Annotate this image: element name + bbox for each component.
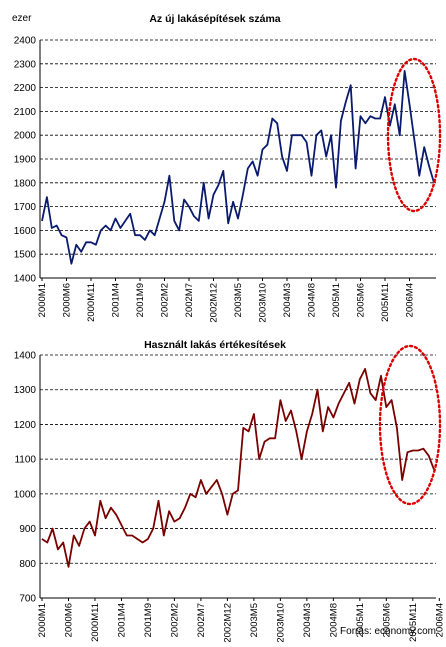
chart1-title: Az új lakásépítések száma [149,13,280,25]
chart-new-housing-starts: Az új lakásépítések száma ezer 1400 1500 1… [12,13,442,323]
series-line [41,367,435,568]
x-tick-label: 2002M7 [196,603,207,637]
x-tick-label: 2003M5 [249,603,260,637]
chart1-unit-label: ezer [12,13,32,24]
x-tick-label: 2003M10 [258,283,269,323]
x-tick-label: 2001M4 [116,603,127,637]
chart2-title: Használt lakás értékesítések [144,339,286,351]
x-tick-label: 2005M6 [381,603,392,637]
x-tick-label: 2001M4 [111,283,122,317]
x-tick-label: 2005M11 [380,283,391,322]
x-tick-label: 2004M8 [307,283,318,317]
y-tick-label: 800 [19,559,36,570]
y-tick-label: 1000 [14,489,37,500]
x-tick-label: 2006M4 [405,283,416,317]
x-tick-label: 2003M5 [233,283,244,317]
x-tick-label: 2000M6 [62,283,73,317]
x-tick-label: 2004M3 [282,283,293,317]
x-tick-label: 2000M6 [63,603,74,637]
y-tick-label: 2400 [14,36,37,47]
y-tick-label: 700 [19,594,36,605]
x-tick-label: 2003M10 [275,603,286,643]
chart-existing-home-sales: Használt lakás értékesítések 700 800 900 10… [14,339,446,643]
x-tick-label: 2000M1 [37,283,48,317]
x-tick-label: 2001M9 [135,283,146,317]
x-tick-label: 2006M4 [434,603,445,637]
x-tick-label: 2004M3 [302,603,313,637]
x-tick-label: 2005M11 [408,603,419,642]
x-tick-label: 2002M12 [209,283,220,323]
x-tick-label: 2002M12 [222,603,233,643]
y-tick-label: 1200 [14,420,37,431]
x-tick-label: 2000M11 [90,603,101,642]
x-tick-label: 2002M7 [184,283,195,317]
y-tick-label: 1100 [14,455,36,466]
x-tick-label: 2005M1 [355,603,366,637]
y-tick-label: 1500 [14,250,37,261]
highlight-ellipse [386,57,442,213]
y-tick-label: 1700 [14,202,37,213]
y-tick-label: 2200 [14,83,37,94]
source-credit: Forrás: economy.com [340,626,436,637]
y-tick-label: 2300 [14,59,37,70]
series-line [41,70,435,265]
y-tick-label: 1300 [14,385,37,396]
x-tick-label: 2005M6 [356,283,367,317]
y-tick-label: 1800 [14,178,37,189]
y-tick-label: 1400 [14,351,37,362]
y-tick-label: 1600 [14,226,37,237]
x-tick-label: 2000M11 [86,283,97,322]
y-tick-label: 1400 [14,274,37,285]
y-tick-label: 2000 [14,131,37,142]
x-tick-label: 2002M2 [160,283,171,317]
x-tick-label: 2002M2 [169,603,180,637]
x-tick-label: 2005M1 [331,283,342,317]
highlight-ellipse [378,344,442,506]
y-tick-label: 900 [19,524,36,535]
x-tick-label: 2001M9 [143,603,154,637]
y-tick-label: 1900 [14,155,37,166]
x-tick-label: 2000M1 [37,603,48,637]
x-tick-label: 2004M8 [328,603,339,637]
y-tick-label: 2100 [14,107,37,118]
